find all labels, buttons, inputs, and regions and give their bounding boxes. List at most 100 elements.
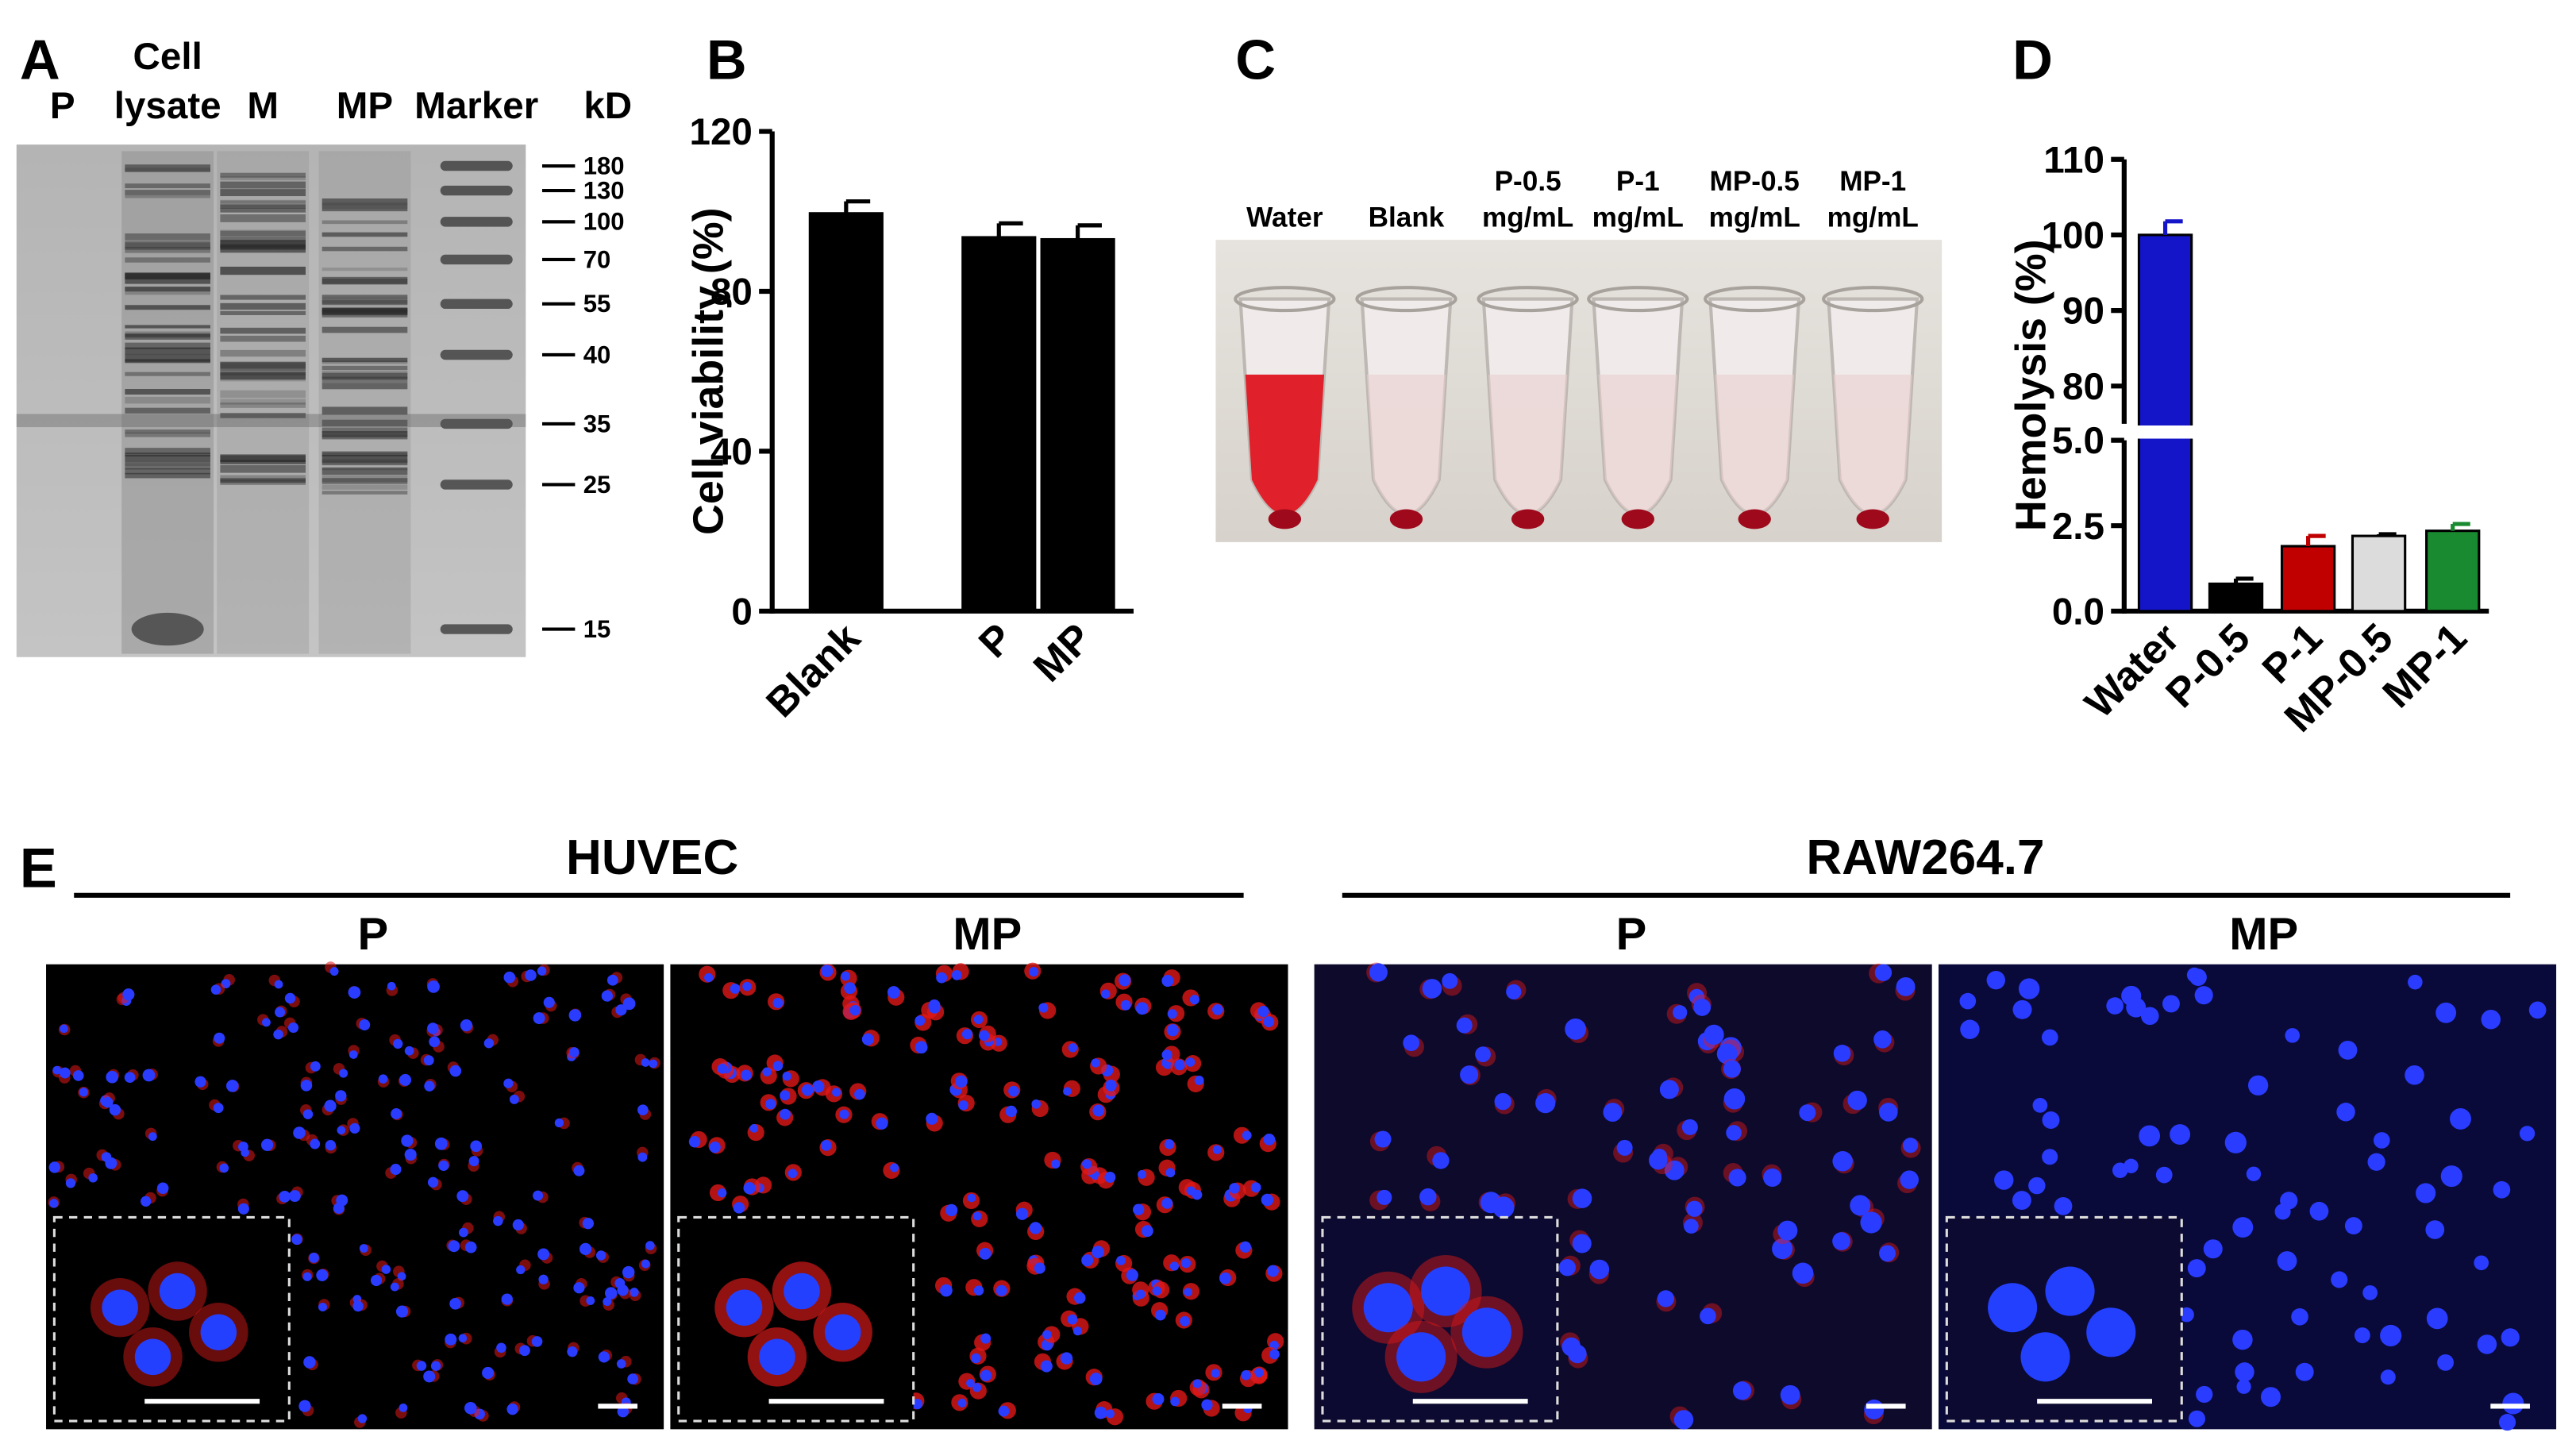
nucleus bbox=[1456, 1017, 1473, 1034]
gel-band bbox=[125, 396, 210, 404]
inset-bg bbox=[1946, 1217, 2182, 1422]
nucleus bbox=[573, 1165, 585, 1176]
pellet bbox=[1856, 509, 1889, 529]
panel-letter: C bbox=[1235, 28, 1276, 90]
nucleus bbox=[448, 1240, 460, 1253]
nucleus bbox=[1116, 1256, 1126, 1265]
nucleus bbox=[109, 1103, 121, 1116]
nucleus bbox=[427, 980, 440, 993]
marker-label: 40 bbox=[583, 341, 611, 368]
error-bar bbox=[2233, 576, 2254, 584]
gel-band bbox=[125, 325, 210, 329]
nucleus bbox=[79, 1088, 89, 1097]
nucleus bbox=[2018, 978, 2040, 999]
nucleus bbox=[966, 1378, 975, 1388]
y-tick-label: 80 bbox=[710, 271, 753, 314]
nucleus bbox=[1565, 1019, 1587, 1040]
nucleus bbox=[972, 1211, 982, 1221]
nucleus bbox=[460, 1019, 473, 1032]
gel-band bbox=[125, 468, 210, 475]
tube-cap bbox=[1822, 286, 1924, 313]
nucleus bbox=[820, 965, 834, 977]
nucleus bbox=[349, 1122, 360, 1134]
gel-band bbox=[322, 455, 408, 463]
gel-band bbox=[125, 342, 210, 350]
nucleus bbox=[2196, 1385, 2213, 1404]
nucleus bbox=[1728, 1169, 1746, 1187]
nucleus bbox=[279, 1191, 291, 1203]
gel-band bbox=[322, 468, 408, 476]
bar bbox=[961, 236, 1037, 613]
gel-band bbox=[125, 448, 210, 455]
nucleus bbox=[2295, 1362, 2314, 1381]
nucleus bbox=[772, 997, 784, 1008]
nucleus bbox=[378, 1074, 388, 1084]
axis-break-gap bbox=[2135, 425, 2195, 439]
nucleus bbox=[2042, 1111, 2060, 1129]
nucleus bbox=[1008, 1085, 1019, 1097]
cell-line-label: RAW264.7 bbox=[1806, 830, 2044, 885]
nucleus bbox=[1169, 1261, 1180, 1271]
inset-frame bbox=[52, 1215, 291, 1423]
nucleus bbox=[1269, 1349, 1280, 1360]
y-tick-label: 40 bbox=[710, 431, 753, 473]
nucleus bbox=[148, 1132, 157, 1142]
nucleus bbox=[506, 1404, 518, 1415]
nucleus bbox=[1105, 1080, 1117, 1092]
nucleus bbox=[1833, 1045, 1851, 1062]
nucleus bbox=[637, 1152, 648, 1162]
tube-label: mg/mL bbox=[1482, 202, 1573, 233]
gel-band bbox=[125, 462, 210, 470]
nucleus bbox=[641, 1259, 650, 1269]
inset-frame bbox=[677, 1215, 915, 1423]
marker-band bbox=[440, 217, 513, 227]
nucleus bbox=[2232, 1329, 2253, 1350]
nucleus bbox=[1180, 1315, 1190, 1327]
nucleus bbox=[1267, 1265, 1279, 1277]
inset-frame bbox=[1321, 1215, 1559, 1423]
nucleus bbox=[348, 1050, 358, 1059]
nucleus bbox=[1792, 1262, 1814, 1284]
nucleus bbox=[1763, 1168, 1782, 1188]
tube-label: mg/mL bbox=[1709, 202, 1800, 233]
marker-band bbox=[440, 160, 513, 171]
nucleus bbox=[887, 986, 900, 999]
gel-band bbox=[125, 287, 210, 295]
nucleus bbox=[102, 1289, 138, 1327]
gel-band bbox=[220, 327, 306, 334]
nucleus bbox=[395, 1305, 409, 1318]
nucleus bbox=[844, 982, 857, 995]
nucleus bbox=[742, 981, 752, 992]
nucleus bbox=[423, 1055, 434, 1066]
y-tick-label: 100 bbox=[2042, 214, 2104, 256]
nucleus bbox=[876, 1117, 888, 1130]
gel-lane bbox=[318, 151, 411, 654]
liquid bbox=[1833, 374, 1912, 514]
nucleus bbox=[765, 1099, 776, 1110]
nucleus bbox=[1081, 1254, 1094, 1267]
nucleus bbox=[973, 1285, 984, 1296]
nucleus bbox=[1165, 1168, 1176, 1178]
nucleus bbox=[573, 1282, 585, 1294]
gel-band bbox=[322, 246, 408, 252]
bar bbox=[2425, 529, 2481, 613]
nucleus bbox=[1988, 1283, 2038, 1333]
nucleus bbox=[1475, 1046, 1491, 1062]
gel-band bbox=[125, 190, 210, 198]
nucleus bbox=[972, 1383, 982, 1392]
nucleus bbox=[1461, 1307, 1511, 1357]
nucleus bbox=[1673, 1005, 1688, 1020]
gel-band bbox=[220, 229, 306, 237]
tube-label: mg/mL bbox=[1592, 202, 1684, 233]
marker-band bbox=[440, 418, 513, 429]
nucleus bbox=[333, 1203, 345, 1215]
nucleus bbox=[1494, 1092, 1511, 1111]
gel-band bbox=[322, 419, 408, 427]
nucleus bbox=[533, 1190, 544, 1201]
nucleus bbox=[1879, 1103, 1898, 1122]
nucleus bbox=[427, 1176, 439, 1188]
nucleus bbox=[482, 1366, 495, 1379]
y-tick-label: 110 bbox=[2043, 139, 2104, 181]
nucleus bbox=[1185, 1057, 1196, 1067]
nucleus bbox=[2331, 1271, 2348, 1288]
